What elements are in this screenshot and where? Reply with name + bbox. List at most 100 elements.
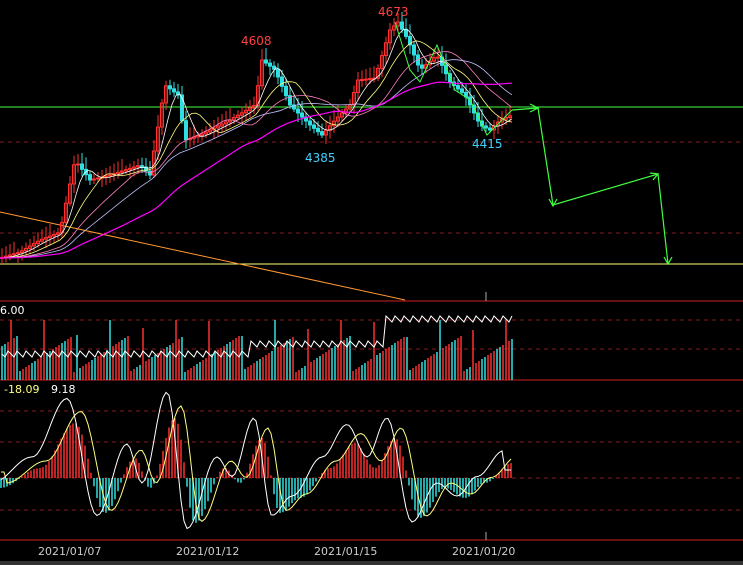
candle-body (340, 112, 344, 118)
candle-body (92, 178, 96, 181)
candle-body (500, 118, 504, 123)
high-label-4608: 4608 (241, 34, 272, 48)
candle-body (64, 202, 68, 223)
candlestick-series (0, 12, 512, 264)
candle-body (332, 120, 336, 127)
candle-body (224, 121, 228, 125)
date-label-0115: 2021/01/15 (314, 545, 377, 558)
candle-body (252, 105, 256, 109)
candle-body (460, 88, 464, 93)
candle-body (392, 25, 396, 31)
candle-body (256, 85, 260, 107)
candle-body (316, 127, 320, 133)
candle-body (396, 21, 400, 27)
candle-body (80, 163, 84, 170)
candle-body (360, 79, 364, 82)
candle-body (240, 112, 244, 116)
candle-body (44, 237, 48, 240)
candle-body (96, 177, 100, 180)
macd-value-1: -18.09 (4, 383, 39, 396)
ma-pink (0, 51, 513, 259)
candle-body (88, 174, 92, 181)
wave-zigzag (394, 21, 513, 136)
low-label-4385: 4385 (305, 151, 336, 165)
candle-body (272, 65, 276, 70)
candle-body (412, 44, 416, 56)
candle-body (140, 165, 144, 168)
date-label-0107: 2021/01/07 (38, 545, 101, 558)
candle-body (128, 167, 132, 171)
candle-body (376, 67, 380, 79)
scroll-track[interactable] (0, 561, 743, 565)
candle-body (32, 243, 36, 247)
candle-body (28, 245, 32, 249)
price-grid (0, 141, 743, 234)
macd-value-2: 9.18 (51, 383, 76, 396)
candle-body (328, 125, 332, 131)
candle-body (364, 78, 368, 81)
candle-body (204, 131, 208, 135)
candle-body (352, 92, 356, 106)
candle-body (208, 129, 212, 133)
candle-body (200, 133, 204, 137)
candle-body (484, 125, 488, 129)
volume-grid (0, 319, 743, 350)
candle-body (344, 108, 348, 114)
ma-long-magenta (0, 81, 513, 259)
candle-body (260, 59, 264, 87)
candle-body (136, 165, 140, 168)
volume-scale-label: 6.00 (0, 304, 25, 317)
macd-dif-line (0, 391, 511, 530)
candle-body (184, 120, 188, 141)
candle-body (268, 62, 272, 67)
candle-body (132, 166, 136, 169)
candle-body (388, 29, 392, 44)
projection-path (511, 107, 669, 265)
candle-body (480, 120, 484, 127)
candle-body (8, 254, 12, 257)
candle-body (172, 88, 176, 93)
candle-body (324, 129, 328, 136)
candle-body (160, 102, 164, 128)
candle-body (104, 175, 108, 178)
candle-body (108, 174, 112, 177)
candle-body (284, 85, 288, 97)
candle-body (508, 115, 512, 119)
candle-body (504, 117, 508, 120)
candle-body (408, 35, 412, 46)
candle-body (16, 252, 20, 255)
candle-body (368, 78, 372, 81)
candle-body (244, 109, 248, 114)
candle-body (196, 135, 200, 138)
candle-body (168, 85, 172, 90)
candle-body (348, 104, 352, 110)
candle-body (12, 253, 16, 256)
ma-slow (0, 59, 513, 259)
candle-body (236, 114, 240, 119)
candle-body (300, 112, 304, 118)
candle-body (212, 127, 216, 131)
candle-body (40, 238, 44, 242)
candle-body (52, 233, 56, 237)
candle-body (56, 232, 60, 235)
volume-open-interest-line (1, 314, 513, 359)
candle-body (276, 68, 280, 78)
candle-body (216, 125, 220, 129)
candle-body (264, 59, 268, 64)
moving-average-series (0, 28, 513, 259)
candle-body (164, 85, 168, 104)
date-label-0120: 2021/01/20 (452, 545, 515, 558)
candle-body (116, 171, 120, 175)
candle-body (124, 169, 128, 172)
candle-body (72, 164, 76, 185)
candle-body (156, 126, 160, 152)
candle-body (36, 240, 40, 245)
candle-body (336, 116, 340, 122)
candle-body (288, 95, 292, 106)
candle-body (420, 64, 424, 69)
candle-body (312, 124, 316, 129)
candle-body (456, 84, 460, 90)
candle-body (404, 28, 408, 37)
candle-body (120, 170, 124, 173)
